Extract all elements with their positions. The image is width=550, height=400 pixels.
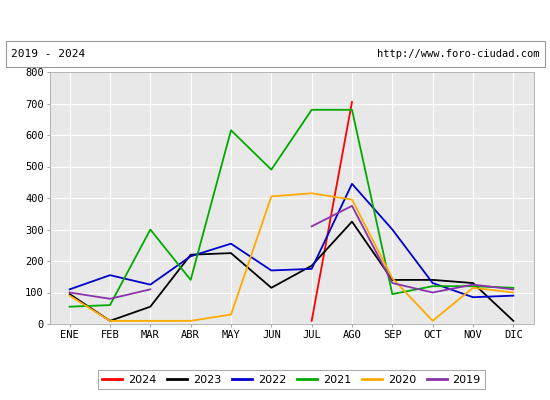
Text: http://www.foro-ciudad.com: http://www.foro-ciudad.com — [377, 49, 539, 59]
Text: Evolucion Nº Turistas Nacionales en el municipio de Cihuela: Evolucion Nº Turistas Nacionales en el m… — [76, 14, 474, 26]
Legend: 2024, 2023, 2022, 2021, 2020, 2019: 2024, 2023, 2022, 2021, 2020, 2019 — [98, 370, 485, 389]
Text: 2019 - 2024: 2019 - 2024 — [11, 49, 85, 59]
